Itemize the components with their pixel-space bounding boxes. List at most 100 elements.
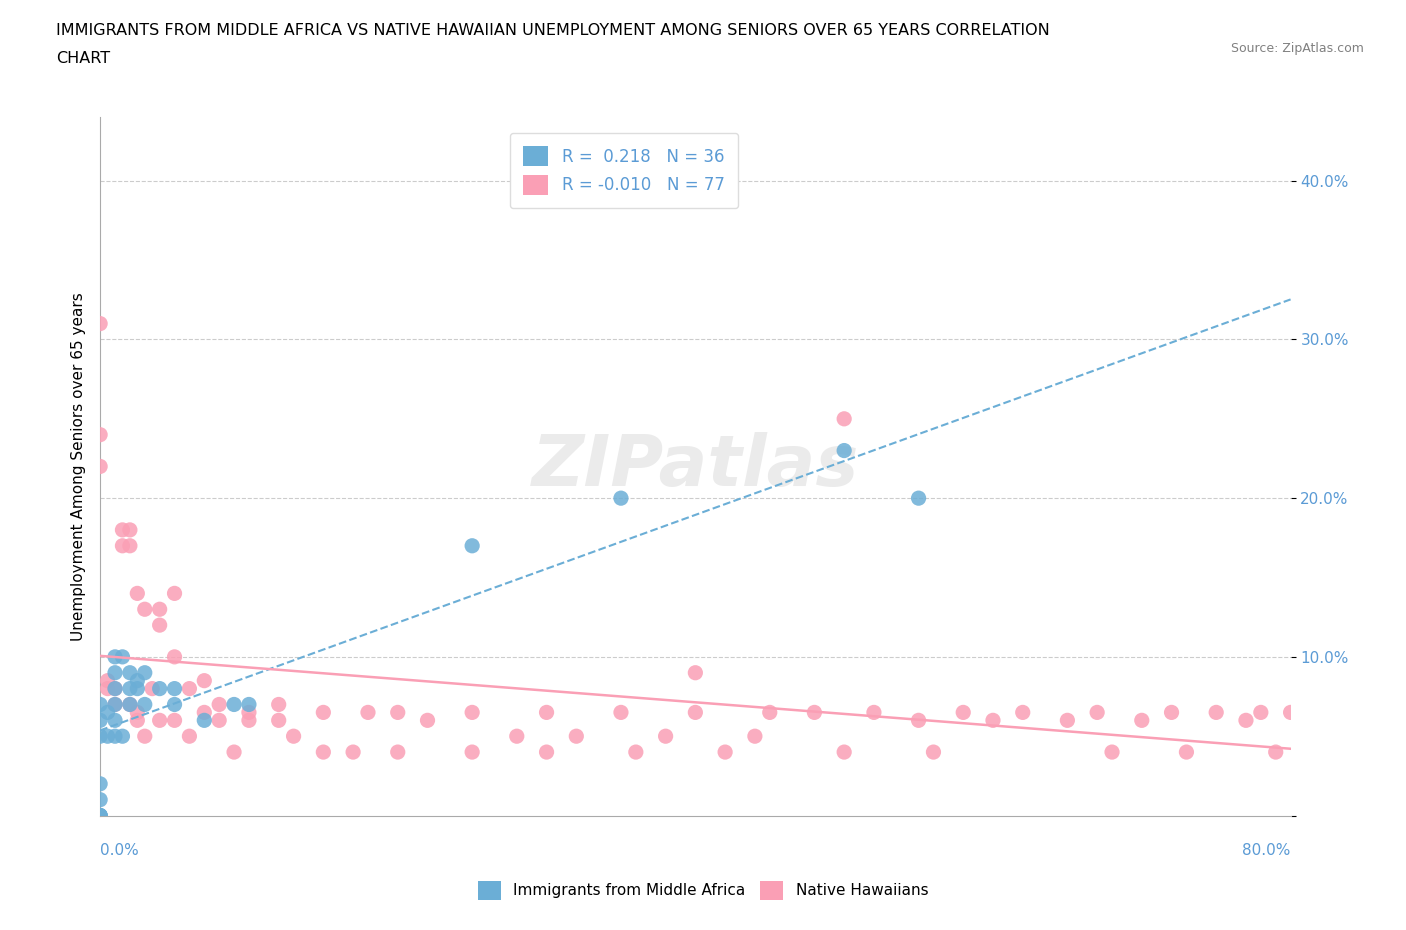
Point (863, 705, 886, 720)
Point (1205, 705, 1227, 720)
Point (127, 713, 149, 728)
Text: CHART: CHART (56, 51, 110, 66)
Point (1056, 713, 1078, 728)
Point (134, 665, 156, 680)
Point (104, 697, 127, 711)
Point (832, 411, 855, 426)
Point (149, 713, 172, 728)
Point (149, 602, 172, 617)
Point (134, 697, 156, 711)
Point (118, 665, 141, 680)
Point (111, 538, 134, 553)
Point (208, 697, 231, 711)
Point (104, 681, 127, 696)
Point (179, 681, 201, 696)
Point (685, 705, 707, 720)
Text: IMMIGRANTS FROM MIDDLE AFRICA VS NATIVE HAWAIIAN UNEMPLOYMENT AMONG SENIORS OVER: IMMIGRANTS FROM MIDDLE AFRICA VS NATIVE … (56, 23, 1050, 38)
Text: ZIPatlas: ZIPatlas (531, 432, 859, 501)
Point (387, 705, 409, 720)
Point (416, 713, 439, 728)
Point (127, 673, 149, 688)
Point (89, 713, 111, 728)
Point (127, 705, 149, 720)
Point (118, 523, 141, 538)
Point (89, 729, 111, 744)
Point (238, 713, 260, 728)
Point (312, 705, 335, 720)
Point (1011, 705, 1033, 720)
Point (127, 681, 149, 696)
Point (89, 808, 111, 823)
Point (506, 729, 529, 744)
Point (163, 681, 186, 696)
Point (118, 538, 141, 553)
Point (1101, 745, 1123, 760)
Text: Source: ZipAtlas.com: Source: ZipAtlas.com (1230, 42, 1364, 55)
Legend: Immigrants from Middle Africa, Native Hawaiians: Immigrants from Middle Africa, Native Ha… (471, 875, 935, 906)
Point (952, 705, 974, 720)
Point (111, 649, 134, 664)
Point (238, 705, 260, 720)
Point (222, 745, 245, 760)
Point (267, 697, 290, 711)
Point (134, 729, 156, 744)
Point (97, 673, 120, 688)
Point (536, 745, 558, 760)
Point (803, 705, 825, 720)
Point (89, 316, 111, 331)
Point (461, 745, 484, 760)
Point (163, 586, 186, 601)
Point (357, 705, 380, 720)
Point (1279, 705, 1302, 720)
Point (1175, 745, 1198, 760)
Point (238, 697, 260, 711)
Point (89, 427, 111, 442)
Point (104, 681, 127, 696)
Point (610, 491, 633, 506)
Text: 0.0%: 0.0% (100, 844, 139, 858)
Point (1264, 745, 1286, 760)
Point (118, 697, 141, 711)
Point (193, 713, 215, 728)
Point (104, 649, 127, 664)
Point (89, 808, 111, 823)
Point (141, 681, 163, 696)
Point (1250, 705, 1272, 720)
Point (163, 649, 186, 664)
Point (104, 697, 127, 711)
Point (111, 729, 134, 744)
Point (89, 808, 111, 823)
Y-axis label: Unemployment Among Seniors over 65 years: Unemployment Among Seniors over 65 years (72, 292, 86, 641)
Point (97, 705, 120, 720)
Point (1130, 713, 1153, 728)
Point (193, 673, 215, 688)
Point (89, 792, 111, 807)
Point (208, 713, 231, 728)
Text: 80.0%: 80.0% (1243, 844, 1291, 858)
Point (149, 681, 172, 696)
Point (714, 745, 737, 760)
Point (104, 665, 127, 680)
Point (127, 586, 149, 601)
Point (312, 745, 335, 760)
Point (758, 705, 780, 720)
Point (461, 705, 484, 720)
Point (89, 697, 111, 711)
Point (1085, 705, 1108, 720)
Point (179, 729, 201, 744)
Point (387, 745, 409, 760)
Point (654, 729, 676, 744)
Point (610, 705, 633, 720)
Point (907, 491, 929, 506)
Point (163, 713, 186, 728)
Point (1160, 705, 1182, 720)
Point (97, 681, 120, 696)
Point (118, 681, 141, 696)
Point (624, 745, 647, 760)
Point (1234, 713, 1257, 728)
Point (565, 729, 588, 744)
Point (832, 745, 855, 760)
Point (193, 705, 215, 720)
Point (118, 697, 141, 711)
Point (685, 665, 707, 680)
